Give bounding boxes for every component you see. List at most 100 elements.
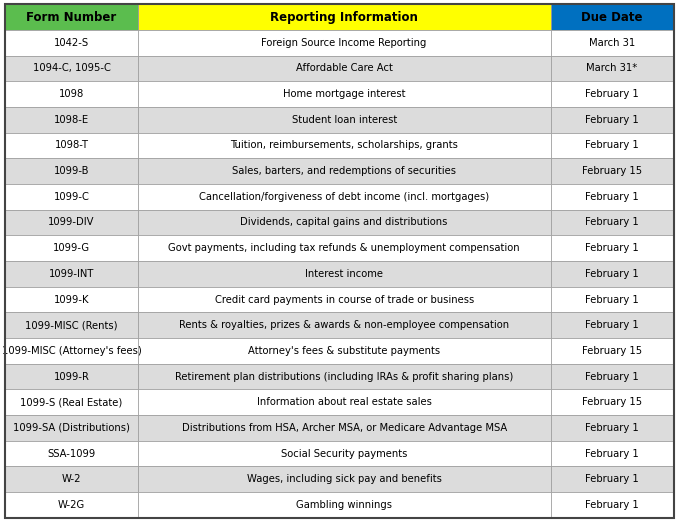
Text: 1099-B: 1099-B [54, 166, 90, 176]
Text: February 1: February 1 [585, 218, 639, 228]
Bar [5, 133, 138, 158]
Bar [5, 30, 138, 55]
Text: February 1: February 1 [585, 448, 639, 459]
Text: February 1: February 1 [585, 140, 639, 150]
Bar [138, 30, 551, 55]
Text: Due Date: Due Date [581, 10, 643, 23]
Bar [5, 81, 138, 107]
Bar [5, 158, 138, 184]
Bar [5, 210, 138, 235]
Text: Form Number: Form Number [26, 10, 117, 23]
Text: Wages, including sick pay and benefits: Wages, including sick pay and benefits [246, 474, 441, 484]
Text: Distributions from HSA, Archer MSA, or Medicare Advantage MSA: Distributions from HSA, Archer MSA, or M… [181, 423, 507, 433]
Text: 1099-DIV: 1099-DIV [48, 218, 95, 228]
Bar [5, 107, 138, 133]
Text: 1099-R: 1099-R [54, 372, 90, 382]
Bar [138, 415, 551, 441]
Bar [138, 235, 551, 261]
Text: 1099-S (Real Estate): 1099-S (Real Estate) [20, 397, 123, 407]
Bar [5, 389, 138, 415]
Bar [551, 441, 674, 467]
Bar [551, 133, 674, 158]
Bar [138, 492, 551, 518]
Bar [551, 235, 674, 261]
Bar [551, 312, 674, 338]
Bar [5, 312, 138, 338]
Text: 1098: 1098 [59, 89, 84, 99]
Bar [138, 107, 551, 133]
Bar [5, 364, 138, 389]
Text: Sales, barters, and redemptions of securities: Sales, barters, and redemptions of secur… [232, 166, 456, 176]
Text: Credit card payments in course of trade or business: Credit card payments in course of trade … [215, 294, 474, 304]
Text: W-2G: W-2G [58, 500, 85, 510]
Text: February 15: February 15 [582, 397, 642, 407]
Bar [551, 184, 674, 210]
Text: Reporting Information: Reporting Information [270, 10, 418, 23]
Bar [551, 158, 674, 184]
Bar [5, 467, 138, 492]
Text: February 1: February 1 [585, 500, 639, 510]
Bar [551, 389, 674, 415]
Bar [138, 338, 551, 364]
Text: 1099-C: 1099-C [54, 192, 90, 202]
Bar [138, 467, 551, 492]
Bar [5, 261, 138, 287]
Text: 1099-MISC (Rents): 1099-MISC (Rents) [25, 320, 118, 330]
Bar [5, 492, 138, 518]
Text: Information about real estate sales: Information about real estate sales [257, 397, 432, 407]
Bar [551, 467, 674, 492]
Text: February 1: February 1 [585, 474, 639, 484]
Text: Affordable Care Act: Affordable Care Act [296, 63, 392, 74]
Text: Foreign Source Income Reporting: Foreign Source Income Reporting [261, 38, 427, 48]
Bar [138, 441, 551, 467]
Bar [551, 30, 674, 55]
Text: March 31*: March 31* [587, 63, 638, 74]
Text: W-2: W-2 [62, 474, 81, 484]
Text: Govt payments, including tax refunds & unemployment compensation: Govt payments, including tax refunds & u… [168, 243, 520, 253]
Bar [138, 261, 551, 287]
Bar [138, 364, 551, 389]
Bar [5, 338, 138, 364]
Text: 1099-G: 1099-G [53, 243, 90, 253]
Bar [5, 415, 138, 441]
Bar [138, 55, 551, 81]
Bar [551, 287, 674, 312]
Text: February 1: February 1 [585, 372, 639, 382]
Text: February 1: February 1 [585, 423, 639, 433]
Text: February 15: February 15 [582, 166, 642, 176]
Text: 1098-T: 1098-T [54, 140, 88, 150]
Text: 1099-INT: 1099-INT [49, 269, 94, 279]
Bar [551, 55, 674, 81]
Bar [5, 184, 138, 210]
Text: 1094-C, 1095-C: 1094-C, 1095-C [33, 63, 111, 74]
Text: Interest income: Interest income [305, 269, 383, 279]
Bar [551, 338, 674, 364]
Bar [138, 312, 551, 338]
Text: February 1: February 1 [585, 269, 639, 279]
Bar [138, 4, 551, 30]
Bar [551, 107, 674, 133]
Bar [138, 158, 551, 184]
Bar [138, 81, 551, 107]
Text: 1099-MISC (Attorney's fees): 1099-MISC (Attorney's fees) [2, 346, 141, 356]
Text: February 15: February 15 [582, 346, 642, 356]
Text: SSA-1099: SSA-1099 [48, 448, 96, 459]
Bar [5, 287, 138, 312]
Text: February 1: February 1 [585, 320, 639, 330]
Bar [551, 210, 674, 235]
Bar [551, 364, 674, 389]
Text: February 1: February 1 [585, 89, 639, 99]
Text: 1099-K: 1099-K [54, 294, 90, 304]
Text: Student loan interest: Student loan interest [291, 115, 397, 125]
Text: Rents & royalties, prizes & awards & non-employee compensation: Rents & royalties, prizes & awards & non… [179, 320, 509, 330]
Bar [138, 389, 551, 415]
Text: Social Security payments: Social Security payments [281, 448, 407, 459]
Bar [551, 81, 674, 107]
Text: Gambling winnings: Gambling winnings [296, 500, 392, 510]
Bar [138, 287, 551, 312]
Bar [551, 415, 674, 441]
Text: Tuition, reimbursements, scholarships, grants: Tuition, reimbursements, scholarships, g… [230, 140, 458, 150]
Bar [5, 4, 138, 30]
Text: Retirement plan distributions (including IRAs & profit sharing plans): Retirement plan distributions (including… [175, 372, 513, 382]
Bar [138, 184, 551, 210]
